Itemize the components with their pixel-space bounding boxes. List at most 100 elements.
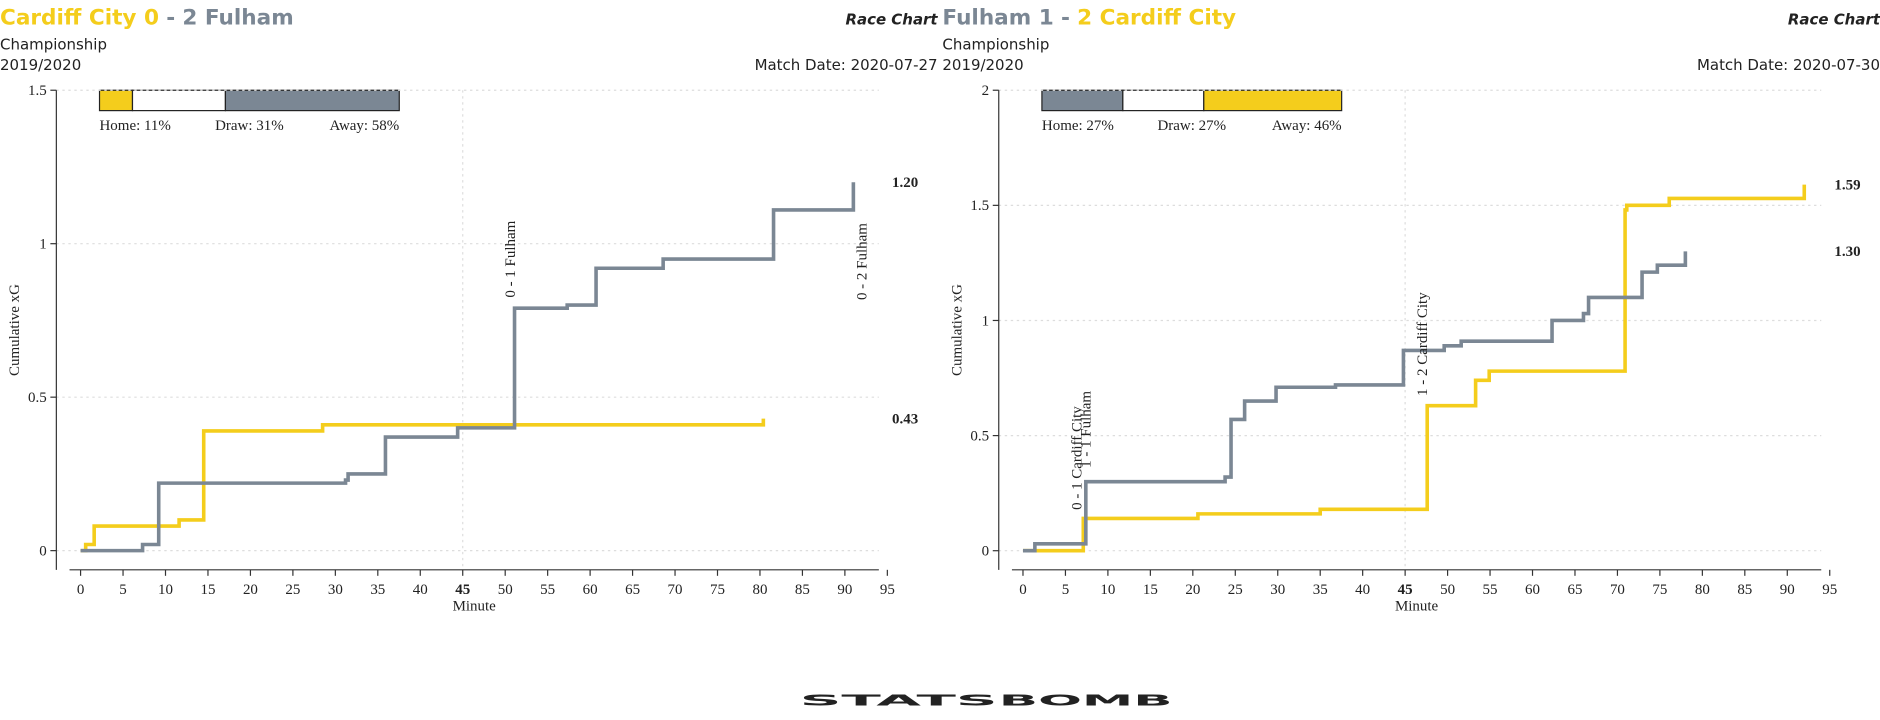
x-tick-label: 85 xyxy=(795,582,810,598)
chart-panel: Cardiff City 0-2 Fulham Race Chart Champio… xyxy=(0,5,938,614)
goal-annotation: 0 - 1 Cardiff City xyxy=(1069,406,1085,510)
x-tick-label: 50 xyxy=(498,582,513,598)
y-tick-label: 0 xyxy=(39,543,46,559)
x-tick-label: 75 xyxy=(1652,582,1667,598)
goal-annotation: 0 - 2 Fulham xyxy=(855,223,871,300)
logo-text: STATS xyxy=(800,691,998,709)
y-axis-label: Cumulative xG xyxy=(7,284,23,376)
y-tick-label: 2 xyxy=(982,83,989,99)
x-tick-label: 80 xyxy=(1695,582,1710,598)
x-tick-label: 40 xyxy=(413,582,428,598)
x-tick-label: 20 xyxy=(243,582,258,598)
y-tick-label: 1 xyxy=(982,313,989,329)
goal-annotation: 1 - 1 Fulham xyxy=(1079,391,1095,468)
probability-label: Home: 11% xyxy=(100,118,171,134)
goal-annotation: 1 - 2 Cardiff City xyxy=(1415,292,1431,396)
x-tick-label: 25 xyxy=(1228,582,1243,598)
x-tick-label: 20 xyxy=(1185,582,1200,598)
x-tick-label: 60 xyxy=(1525,582,1540,598)
match-date: Match Date: 2020-07-30 xyxy=(1697,56,1880,74)
xg-line xyxy=(1022,184,1807,553)
chart-subtitle: Race Chart xyxy=(845,10,938,28)
x-tick-label: 0 xyxy=(77,582,84,598)
x-tick-label: 15 xyxy=(200,582,215,598)
probability-segment xyxy=(1203,89,1343,112)
season: 2019/2020 xyxy=(0,56,81,74)
x-tick-label: 15 xyxy=(1143,582,1158,598)
xg-line xyxy=(80,418,766,553)
x-tick-label: 95 xyxy=(1822,582,1837,598)
x-tick-label: 35 xyxy=(370,582,385,598)
x-tick-label: 65 xyxy=(1567,582,1582,598)
x-tick-label: 55 xyxy=(1483,582,1498,598)
title-part: 2 Cardiff City xyxy=(1077,5,1236,30)
final-xg-label: 1.59 xyxy=(1834,177,1860,193)
title-part: - xyxy=(166,5,175,30)
probability-segment xyxy=(1041,89,1124,112)
x-axis-label: Minute xyxy=(453,599,497,615)
chart-title: Fulham 1-2 Cardiff City xyxy=(942,5,1236,30)
x-tick-label: 45 xyxy=(1398,582,1413,598)
x-tick-label: 10 xyxy=(1100,582,1115,598)
probability-label: Away: 58% xyxy=(330,118,400,134)
probability-label: Away: 46% xyxy=(1272,118,1342,134)
y-tick-label: 1.5 xyxy=(28,83,47,99)
x-tick-label: 50 xyxy=(1440,582,1455,598)
logo-text: BOMB xyxy=(999,691,1173,709)
competition: Championship xyxy=(0,35,107,53)
probability-segment xyxy=(224,89,400,112)
xg-line xyxy=(1022,251,1688,553)
y-tick-label: 0 xyxy=(982,544,989,560)
x-tick-label: 95 xyxy=(880,582,895,598)
x-tick-label: 35 xyxy=(1313,582,1328,598)
goal-annotation: 0 - 1 Fulham xyxy=(503,220,519,297)
title-part: - xyxy=(1061,5,1070,30)
x-tick-label: 60 xyxy=(583,582,598,598)
probability-label: Draw: 31% xyxy=(215,118,284,134)
x-tick-label: 70 xyxy=(1610,582,1625,598)
final-xg-label: 0.43 xyxy=(892,411,918,427)
y-tick-label: 1 xyxy=(39,236,46,252)
x-tick-label: 75 xyxy=(710,582,725,598)
x-tick-label: 30 xyxy=(1270,582,1285,598)
probability-label: Home: 27% xyxy=(1042,118,1114,134)
x-tick-label: 80 xyxy=(752,582,767,598)
x-tick-label: 85 xyxy=(1737,582,1752,598)
match-date: Match Date: 2020-07-27 xyxy=(755,56,938,74)
x-tick-label: 90 xyxy=(1780,582,1795,598)
chart-subtitle: Race Chart xyxy=(1788,10,1880,28)
logo: STATS BOMB xyxy=(800,691,1173,709)
x-tick-label: 10 xyxy=(158,582,173,598)
final-xg-label: 1.20 xyxy=(892,175,918,191)
x-tick-label: 55 xyxy=(540,582,555,598)
x-tick-label: 65 xyxy=(625,582,640,598)
y-tick-label: 1.5 xyxy=(970,198,989,214)
title-part: Cardiff City 0 xyxy=(0,5,159,30)
chart-panel: Fulham 1-2 Cardiff City Race Chart Champio… xyxy=(942,5,1880,614)
y-tick-label: 0.5 xyxy=(28,390,47,406)
x-tick-label: 90 xyxy=(837,582,852,598)
x-tick-label: 0 xyxy=(1019,582,1026,598)
y-tick-label: 0.5 xyxy=(970,428,989,444)
probability-label: Draw: 27% xyxy=(1157,118,1226,134)
x-tick-label: 30 xyxy=(328,582,343,598)
chart-title: Cardiff City 0-2 Fulham xyxy=(0,5,294,30)
x-tick-label: 25 xyxy=(285,582,300,598)
probability-segment xyxy=(1122,89,1205,112)
x-tick-label: 45 xyxy=(455,582,470,598)
probability-segment xyxy=(131,89,227,112)
y-axis-label: Cumulative xG xyxy=(950,284,966,376)
x-tick-label: 5 xyxy=(119,582,126,598)
title-part: Fulham 1 xyxy=(942,5,1053,30)
final-xg-label: 1.30 xyxy=(1834,244,1860,260)
x-axis-label: Minute xyxy=(1395,599,1439,615)
x-tick-label: 40 xyxy=(1355,582,1370,598)
probability-segment xyxy=(98,89,134,112)
season: 2019/2020 xyxy=(942,56,1023,74)
title-part: 2 Fulham xyxy=(182,5,293,30)
x-tick-label: 70 xyxy=(668,582,683,598)
competition: Championship xyxy=(942,35,1049,53)
xg-line xyxy=(80,182,856,553)
